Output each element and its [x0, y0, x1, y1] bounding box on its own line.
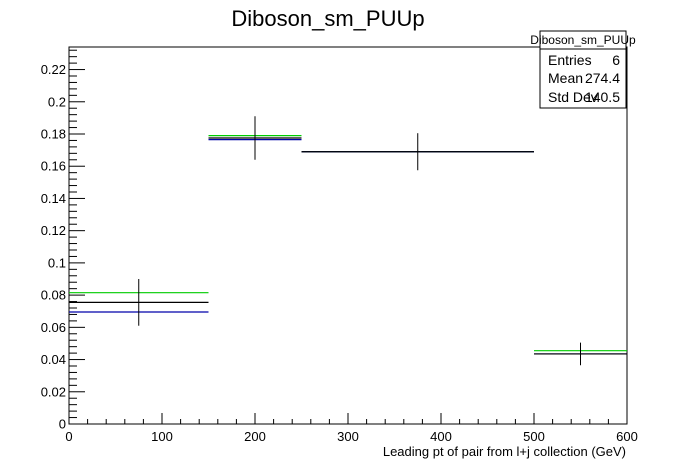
- stats-label-stddev: Std Dev: [548, 89, 598, 105]
- y-tick-label: 0.22: [41, 62, 66, 77]
- stats-value-stddev: 140.5: [585, 89, 620, 105]
- stats-value-mean: 274.4: [585, 70, 620, 86]
- y-tick-label: 0.18: [41, 127, 66, 142]
- chart-title: Diboson_sm_PUUp: [231, 6, 424, 31]
- stats-box: Diboson_sm_PUUp Entries 6 Mean 274.4 Std…: [530, 30, 636, 109]
- x-tick-label: 600: [616, 429, 638, 444]
- y-tick-label: 0.08: [41, 288, 66, 303]
- y-tick-label: 0.02: [41, 384, 66, 399]
- y-tick-label: 0.14: [41, 191, 66, 206]
- y-axis: 0 0.02 0.04 0.06 0.08 0.1 0.12 0.14 0.16 0.18 0.2 0…: [41, 49, 85, 432]
- y-tick-label: 0.12: [41, 223, 66, 238]
- x-tick-label: 100: [151, 429, 173, 444]
- y-tick-label: 0.1: [48, 255, 66, 270]
- y-tick-label: 0.04: [41, 352, 66, 367]
- stats-label-mean: Mean: [548, 70, 583, 86]
- y-tick-label: 0.16: [41, 159, 66, 174]
- x-axis-label: Leading pt of pair from l+j collection (…: [383, 444, 626, 459]
- stats-box-title: Diboson_sm_PUUp: [530, 33, 636, 47]
- x-tick-label: 200: [244, 429, 266, 444]
- x-tick-label: 500: [523, 429, 545, 444]
- x-tick-label: 400: [430, 429, 452, 444]
- x-axis: 0 100 200 300 400 500 600: [65, 413, 638, 444]
- y-tick-label: 0.2: [48, 94, 66, 109]
- x-tick-label: 300: [337, 429, 359, 444]
- stats-box-frame: [539, 30, 627, 109]
- stats-value-entries: 6: [612, 52, 620, 68]
- data-marks: [69, 116, 627, 366]
- y-tick-label: 0: [59, 417, 66, 432]
- x-tick-label: 0: [65, 429, 72, 444]
- stats-label-entries: Entries: [548, 52, 592, 68]
- y-tick-label: 0.06: [41, 320, 66, 335]
